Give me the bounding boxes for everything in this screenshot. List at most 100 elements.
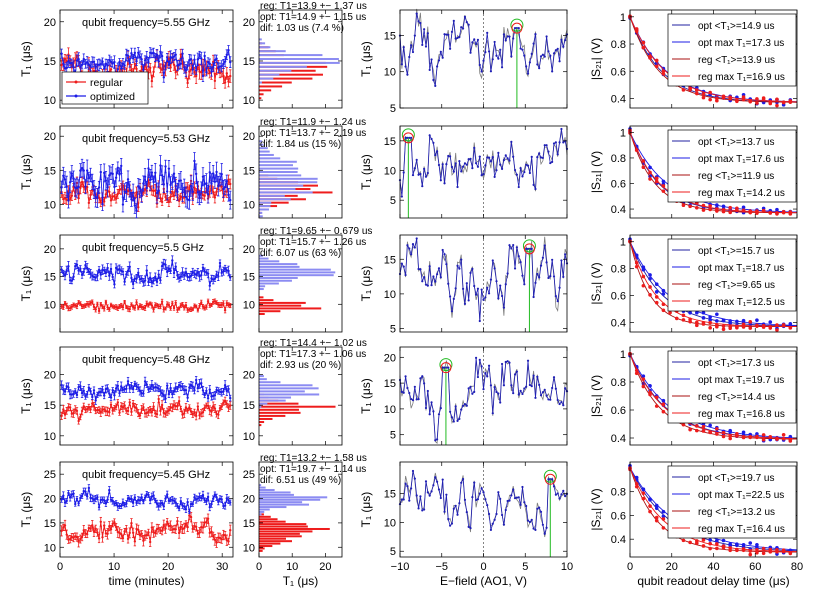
data-point xyxy=(551,160,554,163)
data-point xyxy=(681,313,686,318)
data-point xyxy=(478,319,481,323)
data-point xyxy=(417,20,420,23)
y-tick-label: 20 xyxy=(44,244,56,256)
data-point xyxy=(517,393,520,396)
data-point xyxy=(145,269,148,272)
data-point xyxy=(208,62,211,66)
data-point xyxy=(154,56,157,59)
y-axis-label: T₁ (μs) xyxy=(19,41,33,77)
hist-bar xyxy=(259,288,264,291)
y-tick-label: 10 xyxy=(384,289,396,301)
data-point xyxy=(77,269,80,272)
data-point xyxy=(528,171,531,175)
data-point xyxy=(99,201,102,204)
data-point xyxy=(484,296,487,299)
data-point xyxy=(688,427,692,432)
data-point xyxy=(183,527,186,530)
data-point xyxy=(162,183,165,186)
data-point xyxy=(200,57,203,60)
data-point xyxy=(741,208,746,213)
data-point xyxy=(404,136,407,139)
data-point xyxy=(145,56,148,59)
stats-text: dif: 1.84 us (15 %) xyxy=(260,139,341,150)
data-point xyxy=(102,269,106,272)
data-point xyxy=(97,186,101,189)
data-point xyxy=(223,309,227,312)
data-point xyxy=(661,302,666,307)
data-point xyxy=(543,144,546,147)
data-point xyxy=(521,274,524,277)
data-point xyxy=(445,163,448,166)
data-point xyxy=(452,420,455,423)
frequency-annotation: qubit frequency=5.48 GHz xyxy=(82,354,210,366)
stats-text: opt: T1=14.9 +− 1.15 us xyxy=(260,12,366,23)
data-point xyxy=(166,190,169,193)
data-point xyxy=(84,263,87,267)
data-point xyxy=(94,527,97,531)
data-point xyxy=(104,62,108,65)
data-point xyxy=(75,409,79,413)
legend-entry: reg <T₁>=9.65 us xyxy=(698,280,775,291)
data-point xyxy=(761,97,766,101)
data-point xyxy=(513,27,517,30)
data-point xyxy=(89,390,92,393)
data-point xyxy=(191,413,194,416)
data-point xyxy=(160,54,164,58)
hist-bar xyxy=(259,421,265,424)
data-point xyxy=(148,408,152,411)
hist-bar xyxy=(259,85,283,88)
data-point xyxy=(177,399,181,403)
data-point xyxy=(116,192,120,196)
data-point xyxy=(526,72,530,75)
data-point xyxy=(428,413,431,416)
data-point xyxy=(104,179,108,182)
data-point xyxy=(63,196,67,200)
data-point xyxy=(437,59,441,62)
data-point xyxy=(695,88,699,92)
data-point xyxy=(741,430,746,435)
data-point xyxy=(695,205,699,210)
data-point xyxy=(147,388,150,391)
data-point xyxy=(189,184,193,188)
data-point xyxy=(92,405,96,408)
data-point xyxy=(194,69,198,72)
data-point xyxy=(169,183,172,187)
data-point xyxy=(543,388,546,391)
data-point xyxy=(208,409,211,412)
data-point xyxy=(174,405,177,408)
data-point xyxy=(96,531,99,534)
data-point xyxy=(126,537,130,541)
data-point xyxy=(530,384,533,388)
y-tick-label: 1 xyxy=(620,349,626,361)
data-point xyxy=(495,169,498,172)
data-point xyxy=(487,50,491,53)
data-point xyxy=(135,407,138,410)
data-point xyxy=(411,50,415,54)
y-tick-label: 1 xyxy=(620,237,626,249)
data-point xyxy=(471,41,474,44)
y-tick-label: 15 xyxy=(44,165,56,177)
data-point xyxy=(549,274,552,278)
data-point xyxy=(500,167,504,170)
data-point xyxy=(517,255,520,258)
data-point xyxy=(179,195,183,198)
data-point xyxy=(648,273,652,277)
stats-text: opt: T1=13.7 +− 2.19 us xyxy=(260,128,366,139)
data-point xyxy=(641,165,646,170)
data-point xyxy=(89,527,92,530)
y-tick-label: 10 xyxy=(44,431,56,443)
data-point xyxy=(554,295,557,298)
data-point xyxy=(159,67,162,70)
data-point xyxy=(128,61,131,65)
data-point xyxy=(654,58,659,63)
data-point xyxy=(89,408,92,411)
data-point xyxy=(482,59,485,62)
data-point xyxy=(183,388,186,392)
data-point xyxy=(63,178,67,181)
frequency-annotation: qubit frequency=5.55 GHz xyxy=(82,17,210,29)
data-point xyxy=(721,204,726,209)
data-point xyxy=(781,323,786,328)
data-point xyxy=(213,394,217,397)
data-point xyxy=(410,44,413,47)
